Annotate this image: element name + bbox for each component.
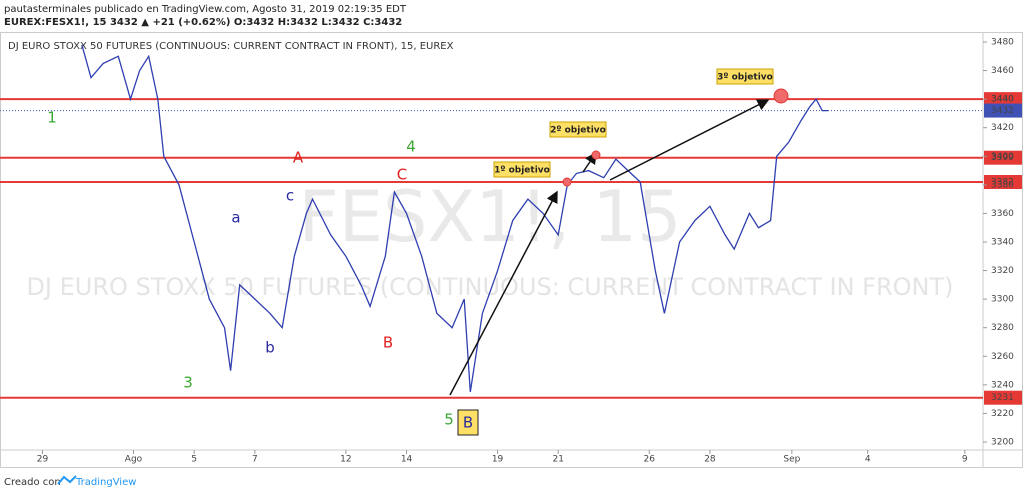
y-tick-label: 3420 [991,123,1014,133]
level-label: 3382 [991,178,1014,188]
y-tick-label: 3200 [991,438,1014,448]
level-label: 3231 [991,393,1014,403]
y-tick-label: 3240 [991,380,1014,390]
y-tick-label: 3340 [991,238,1014,248]
x-tick-label: 19 [492,455,504,465]
objective-box [716,68,774,85]
y-tick-label: 3320 [991,266,1014,276]
y-tick-label: 3280 [991,323,1014,333]
y-tick-label: 3300 [991,295,1014,305]
watermark: FESX1!, 15 [298,176,681,258]
wave-label: 1 [47,109,57,127]
x-tick-label: Sep [783,455,800,465]
x-tick-label: 7 [252,455,258,465]
objective-label: 1º objetivo [494,166,550,176]
level-label: 3440 [991,95,1014,105]
wave-label: B [383,334,393,352]
x-tick-label: 26 [644,455,656,465]
wave-label: B [463,414,473,432]
target-arrow [449,190,558,396]
chart-title: DJ EURO STOXX 50 FUTURES (CONTINUOUS: CU… [8,41,454,52]
objective-box [549,121,607,138]
wave-label: 3 [183,374,193,392]
y-tick-label: 3400 [991,152,1014,162]
price-line [81,44,829,393]
level-tag [984,92,1022,107]
wave-box [457,409,479,436]
footer-brand[interactable]: TradingView [75,477,136,488]
level-tag [984,175,1022,189]
level-tag [984,390,1022,405]
wave-label: c [286,187,294,205]
level-tag [984,150,1022,165]
x-tick-label: Ago [125,455,143,465]
x-tick-label: 29 [37,455,49,465]
target-arrow [609,99,770,181]
tradingview-logo [57,475,77,485]
y-tick-label: 3380 [991,180,1014,190]
chart-frame [0,32,1023,468]
last-price-tag [984,103,1022,118]
y-tick-label: 3460 [991,66,1014,76]
wave-label: b [265,339,275,357]
header-line: pautasterminales publicado en TradingVie… [4,4,407,15]
level-label: 3399 [991,153,1014,163]
y-tick-label: 3220 [991,409,1014,419]
objective-label: 3º objetivo [717,73,773,83]
watermark-subtitle: DJ EURO STOXX 50 FUTURES (CONTINUOUS: CU… [26,273,953,301]
y-tick-label: 3360 [991,209,1014,219]
target-marker [591,150,601,160]
x-tick-label: 4 [865,455,871,465]
header-symbol: EUREX:FESX1!, 15 3432 ▲ +21 (+0.62%) O:3… [4,17,402,28]
y-tick-label: 3260 [991,352,1014,362]
x-tick-label: 21 [553,455,564,465]
x-tick-label: 14 [401,455,413,465]
x-tick-label: 12 [340,455,351,465]
wave-label: a [231,209,240,227]
objective-box [493,161,551,178]
target-marker [562,177,572,187]
x-tick-label: 28 [704,455,716,465]
y-tick-label: 3480 [991,38,1014,48]
target-marker [773,88,789,104]
objective-label: 2º objetivo [550,126,606,136]
x-tick-label: 5 [191,455,197,465]
wave-label: C [397,166,407,184]
last-price-label: 3432 [991,106,1014,116]
wave-label: A [293,149,304,167]
x-tick-label: 9 [962,455,968,465]
wave-label: 4 [406,138,416,156]
y-tick-label: 3440 [991,95,1014,105]
footer-prefix: Creado con [4,477,61,488]
wave-label: 5 [444,411,454,429]
